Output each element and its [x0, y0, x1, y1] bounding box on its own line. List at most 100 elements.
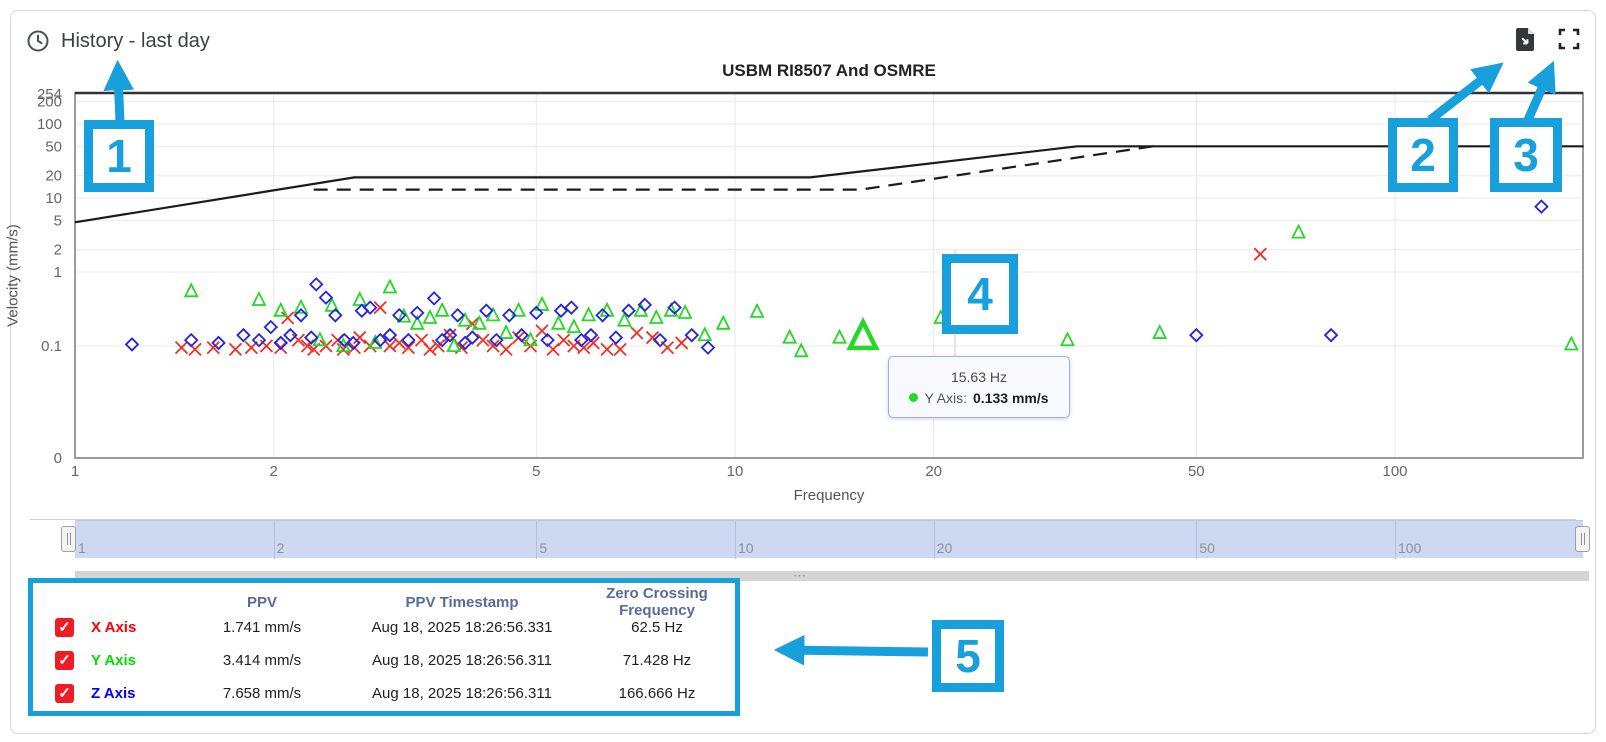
data-point-z-axis[interactable] [529, 305, 544, 321]
data-point-z-axis[interactable] [652, 332, 668, 348]
data-point-y-axis[interactable] [782, 328, 798, 344]
data-point-z-axis[interactable] [318, 290, 334, 305]
data-point-z-axis[interactable] [434, 332, 450, 348]
data-point-x-axis[interactable] [600, 342, 614, 357]
data-point-y-axis[interactable] [832, 328, 847, 344]
data-point-z-axis[interactable] [465, 330, 480, 345]
data-point-z-axis[interactable] [450, 308, 465, 323]
data-point-y-axis[interactable] [498, 324, 514, 339]
data-point-y-axis[interactable] [550, 314, 566, 330]
scrollbar-grip-icon[interactable]: ⋯ [793, 568, 807, 583]
data-point-z-axis[interactable] [608, 330, 624, 345]
data-point-x-axis[interactable] [281, 311, 295, 325]
y-axis-checkbox[interactable]: ✓ [55, 651, 74, 670]
navigator-right-handle[interactable] [1575, 526, 1590, 552]
data-point-y-axis[interactable] [663, 301, 679, 317]
data-point-z-axis[interactable] [1189, 327, 1204, 343]
data-point-y-axis[interactable] [715, 314, 731, 330]
data-point-z-axis[interactable] [303, 330, 319, 345]
data-point-x-axis[interactable] [274, 341, 288, 355]
data-point-y-axis[interactable] [273, 301, 289, 317]
data-point-y-axis[interactable] [1563, 335, 1579, 351]
data-point-x-axis[interactable] [423, 342, 437, 357]
data-point-x-axis[interactable] [373, 300, 387, 315]
data-point-x-axis[interactable] [206, 341, 220, 355]
data-point-z-axis[interactable] [667, 300, 682, 315]
data-point-y-axis[interactable] [183, 282, 199, 298]
data-point-z-axis[interactable] [263, 319, 279, 335]
z-axis-checkbox[interactable]: ✓ [55, 684, 74, 703]
data-point-x-axis[interactable] [613, 342, 627, 357]
data-point-y-axis[interactable] [409, 314, 425, 330]
data-point-z-axis[interactable] [479, 303, 494, 318]
data-point-z-axis[interactable] [409, 305, 425, 321]
data-point-z-axis[interactable] [553, 303, 569, 318]
data-point-y-axis[interactable] [422, 308, 438, 324]
data-point-x-axis[interactable] [353, 330, 367, 345]
data-point-y-axis[interactable] [457, 311, 473, 327]
data-point-y-axis[interactable] [511, 301, 527, 317]
data-point-z-axis[interactable] [564, 300, 579, 315]
data-point-y-axis[interactable] [566, 318, 582, 334]
data-point-z-axis[interactable] [372, 332, 388, 348]
data-point-y-axis[interactable] [1152, 324, 1168, 339]
data-point-x-axis[interactable] [476, 333, 490, 347]
data-point-z-axis[interactable] [392, 308, 407, 323]
data-point-z-axis[interactable] [583, 327, 599, 343]
data-point-z-axis[interactable] [442, 327, 458, 343]
data-point-z-axis[interactable] [426, 291, 442, 306]
data-point-x-axis[interactable] [431, 339, 445, 353]
data-point-z-axis[interactable] [540, 332, 555, 348]
hovered-data-point[interactable] [846, 316, 880, 351]
data-point-x-axis[interactable] [401, 341, 416, 355]
data-point-z-axis[interactable] [700, 340, 716, 355]
data-point-y-axis[interactable] [324, 296, 340, 312]
data-point-y-axis[interactable] [534, 295, 550, 311]
data-point-y-axis[interactable] [697, 326, 713, 342]
data-point-x-axis[interactable] [300, 339, 315, 353]
data-point-y-axis[interactable] [446, 337, 462, 352]
data-point-z-axis[interactable] [637, 297, 653, 313]
data-point-y-axis[interactable] [396, 307, 412, 323]
data-point-x-axis[interactable] [383, 339, 397, 353]
data-point-z-axis[interactable] [489, 332, 504, 348]
data-point-z-axis[interactable] [621, 303, 636, 318]
data-point-y-axis[interactable] [382, 278, 398, 294]
file-export-icon[interactable] [1512, 26, 1538, 52]
data-point-y-axis[interactable] [251, 290, 267, 306]
navigator-left-handle[interactable] [61, 526, 76, 552]
data-point-y-axis[interactable] [581, 306, 597, 322]
data-point-z-axis[interactable] [236, 327, 251, 343]
data-point-y-axis[interactable] [471, 314, 487, 330]
data-point-z-axis[interactable] [273, 335, 289, 351]
data-point-x-axis[interactable] [630, 326, 644, 340]
data-point-y-axis[interactable] [793, 342, 809, 358]
data-point-z-axis[interactable] [574, 332, 589, 348]
data-point-z-axis[interactable] [684, 327, 700, 343]
horizontal-scrollbar[interactable]: ⋯ [75, 568, 1589, 583]
data-point-x-axis[interactable] [1253, 247, 1267, 261]
data-point-z-axis[interactable] [401, 332, 416, 348]
data-point-y-axis[interactable] [352, 290, 368, 306]
data-point-z-axis[interactable] [124, 337, 140, 352]
data-point-x-axis[interactable] [499, 342, 513, 357]
data-point-z-axis[interactable] [595, 308, 610, 323]
data-point-z-axis[interactable] [283, 327, 298, 343]
data-point-y-axis[interactable] [523, 331, 538, 347]
data-point-y-axis[interactable] [434, 301, 450, 317]
data-point-z-axis[interactable] [328, 308, 343, 323]
data-point-z-axis[interactable] [362, 300, 378, 315]
data-point-z-axis[interactable] [345, 335, 361, 351]
data-point-x-axis[interactable] [674, 336, 689, 350]
data-point-y-axis[interactable] [648, 308, 664, 324]
data-point-z-axis[interactable] [211, 335, 226, 351]
data-point-z-axis[interactable] [514, 327, 529, 343]
data-point-x-axis[interactable] [557, 333, 571, 347]
data-point-z-axis[interactable] [382, 327, 398, 343]
data-point-z-axis[interactable] [1534, 199, 1549, 214]
data-point-z-axis[interactable] [251, 332, 267, 348]
data-point-z-axis[interactable] [337, 332, 352, 348]
data-point-x-axis[interactable] [486, 339, 500, 353]
data-point-y-axis[interactable] [312, 331, 328, 347]
data-point-y-axis[interactable] [1060, 331, 1075, 347]
